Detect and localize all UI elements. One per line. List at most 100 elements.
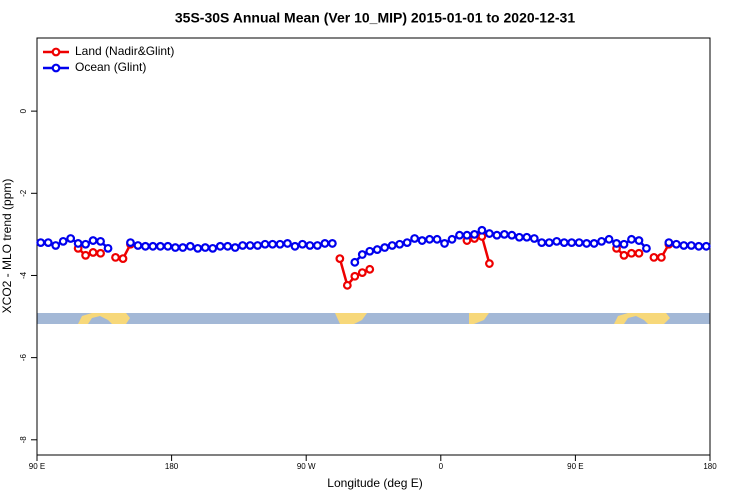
data-point <box>73 239 83 248</box>
data-point <box>559 238 569 247</box>
data-point <box>88 248 98 257</box>
data-point <box>485 259 494 268</box>
data-point <box>619 250 629 260</box>
data-point <box>567 238 577 247</box>
data-point <box>664 238 674 247</box>
data-point <box>477 225 487 235</box>
data-point <box>634 236 644 245</box>
data-point <box>440 239 449 248</box>
data-point <box>66 234 76 243</box>
data-point <box>253 241 262 250</box>
data-point <box>671 239 681 249</box>
data-point <box>365 264 375 274</box>
data-point <box>155 241 165 251</box>
data-point <box>380 243 390 252</box>
data-point <box>455 230 464 240</box>
legend-marker <box>51 63 61 73</box>
data-point <box>141 241 150 251</box>
data-point <box>350 271 360 281</box>
data-point <box>642 243 651 253</box>
data-point <box>612 239 621 248</box>
data-point <box>492 230 502 240</box>
data-point <box>111 252 120 262</box>
data-point <box>283 239 292 248</box>
data-point <box>275 239 285 249</box>
data-point <box>402 238 412 247</box>
data-point <box>163 241 173 251</box>
data-point <box>604 234 614 244</box>
data-point <box>447 234 457 244</box>
data-point <box>627 248 636 258</box>
data-point <box>290 241 300 251</box>
data-point <box>81 250 91 260</box>
data-point <box>701 241 711 251</box>
data-point <box>656 252 666 262</box>
data-point <box>327 239 337 248</box>
data-point <box>507 230 517 240</box>
map-strip <box>37 313 710 324</box>
data-point <box>148 241 158 251</box>
data-point <box>238 241 248 250</box>
x-axis-label: Longitude (deg E) <box>327 476 422 490</box>
data-point <box>43 238 53 247</box>
data-point <box>245 241 255 250</box>
data-point <box>574 238 584 247</box>
data-point <box>410 234 420 243</box>
data-point <box>335 254 345 264</box>
x-tick-label: 90 W <box>297 462 316 471</box>
data-point <box>582 239 592 248</box>
data-point <box>514 232 524 242</box>
y-axis-label: XCO2 - MLO trend (ppm) <box>0 179 14 314</box>
data-point <box>313 241 322 250</box>
data-point <box>268 239 277 249</box>
data-point <box>320 239 330 248</box>
data-point <box>529 234 539 243</box>
y-tick-label: -4 <box>19 271 28 279</box>
data-point <box>178 243 188 252</box>
data-point <box>544 238 554 247</box>
data-point <box>522 232 532 242</box>
x-tick-label: 90 E <box>567 462 583 471</box>
data-point <box>51 241 61 250</box>
x-tick-label: 0 <box>439 462 444 471</box>
data-point <box>298 239 307 249</box>
data-point <box>305 241 315 250</box>
data-point <box>619 239 629 249</box>
data-point <box>372 245 382 254</box>
data-point <box>387 241 397 250</box>
data-point <box>597 236 606 246</box>
chart-title: 35S-30S Annual Mean (Ver 10_MIP) 2015-01… <box>175 10 575 26</box>
legend-label: Ocean (Glint) <box>75 60 146 74</box>
data-point <box>103 243 113 253</box>
data-point <box>634 248 644 258</box>
data-point <box>679 241 689 250</box>
data-point <box>470 229 479 239</box>
data-point <box>365 246 375 256</box>
data-point <box>417 236 427 245</box>
data-point <box>552 236 562 246</box>
x-tick-label: 90 E <box>29 462 45 471</box>
data-point <box>694 241 704 251</box>
land-strip <box>469 313 489 324</box>
data-point <box>96 236 105 246</box>
data-point <box>537 238 547 247</box>
data-point <box>395 239 405 249</box>
data-point <box>126 238 135 247</box>
y-tick-label: -2 <box>19 189 28 197</box>
legend-label: Land (Nadir&Glint) <box>75 44 174 58</box>
data-point <box>170 243 180 252</box>
data-point <box>357 250 367 259</box>
data-point <box>88 236 98 245</box>
ocean-strip <box>624 316 648 324</box>
data-point <box>215 241 225 251</box>
data-point <box>649 252 659 262</box>
y-tick-label: -6 <box>19 354 28 362</box>
y-tick-label: -8 <box>19 436 28 444</box>
x-tick-label: 180 <box>703 462 717 471</box>
data-point <box>425 234 434 244</box>
data-point <box>118 254 128 264</box>
data-point <box>200 243 210 252</box>
data-point <box>589 239 599 248</box>
data-point <box>230 243 240 252</box>
